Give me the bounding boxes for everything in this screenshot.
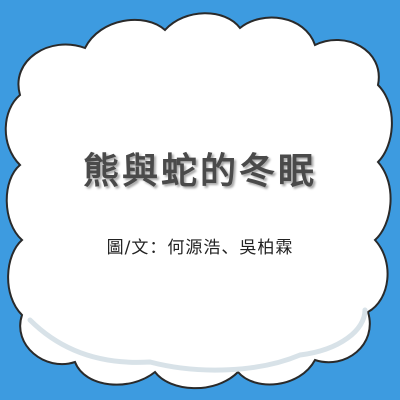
cloud-inner-shading bbox=[27, 307, 368, 373]
cloud-shape bbox=[4, 12, 393, 390]
book-title: 熊與蛇的冬眠 bbox=[82, 151, 317, 192]
author-credit: 圖/文：何源浩、吳柏霖 bbox=[106, 238, 294, 258]
